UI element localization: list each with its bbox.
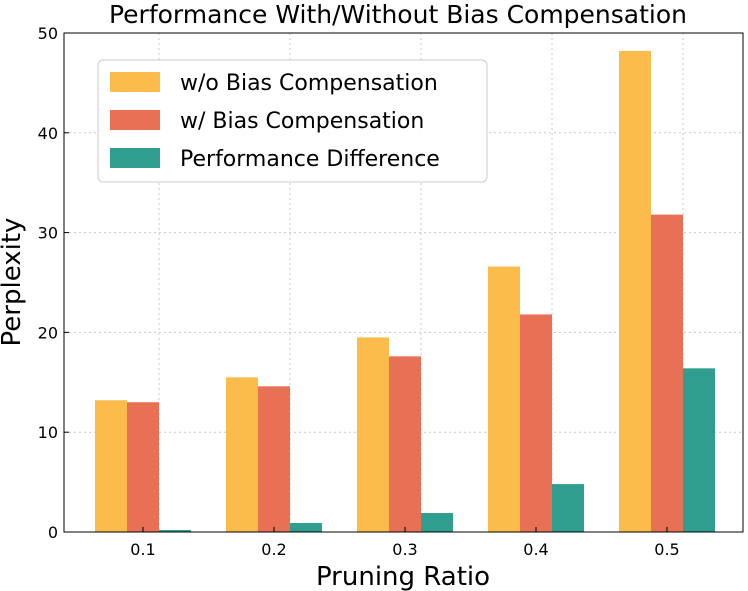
legend-label-difference: Performance Difference xyxy=(180,147,440,172)
y-tick-label: 10 xyxy=(38,423,58,442)
bar-difference-0.4 xyxy=(552,484,584,532)
legend: w/o Bias Compensation w/ Bias Compensati… xyxy=(97,59,488,183)
y-tick-label: 0 xyxy=(48,523,58,542)
bar-wo-bias-0.4 xyxy=(488,266,520,532)
bar-wo-bias-0.3 xyxy=(357,337,389,532)
y-tick-label: 50 xyxy=(38,24,58,43)
x-tick-label: 0.3 xyxy=(392,540,417,559)
legend-frame xyxy=(97,59,488,183)
bar-wo-bias-0.1 xyxy=(95,400,127,532)
x-tick-label: 0.2 xyxy=(261,540,286,559)
bar-wo-bias-0.2 xyxy=(226,377,258,532)
legend-swatch-wo-bias xyxy=(110,72,160,92)
legend-label-w-bias: w/ Bias Compensation xyxy=(180,109,424,134)
x-tick-label: 0.4 xyxy=(523,540,548,559)
bar-difference-0.2 xyxy=(290,523,322,532)
y-axis-label: Perplexity xyxy=(0,218,27,347)
bar-w-bias-0.1 xyxy=(127,402,159,532)
bar-w-bias-0.3 xyxy=(389,356,421,532)
y-tick-label: 20 xyxy=(38,323,58,342)
bar-wo-bias-0.5 xyxy=(619,50,651,533)
bar-w-bias-0.4 xyxy=(520,314,552,532)
legend-swatch-difference xyxy=(110,148,160,168)
legend-label-wo-bias: w/o Bias Compensation xyxy=(180,71,438,96)
y-tick-label: 40 xyxy=(38,124,58,143)
bar-w-bias-0.5 xyxy=(651,214,683,533)
bars xyxy=(95,50,715,533)
x-tick-label: 0.5 xyxy=(654,540,679,559)
bar-difference-0.1 xyxy=(159,530,191,532)
y-tick-label: 30 xyxy=(38,224,58,243)
x-axis-label: Pruning Ratio xyxy=(316,562,490,591)
bar-difference-0.5 xyxy=(683,368,715,532)
y-axis-ticks: 0 10 20 30 40 50 xyxy=(38,24,69,542)
bar-difference-0.3 xyxy=(421,513,453,532)
chart-title: Performance With/Without Bias Compensati… xyxy=(109,0,687,29)
plot-frame xyxy=(63,32,744,533)
x-tick-label: 0.1 xyxy=(130,540,155,559)
x-axis-ticks: 0.1 0.2 0.3 0.4 0.5 xyxy=(130,527,680,559)
legend-swatch-w-bias xyxy=(110,110,160,130)
bar-w-bias-0.2 xyxy=(258,386,290,532)
